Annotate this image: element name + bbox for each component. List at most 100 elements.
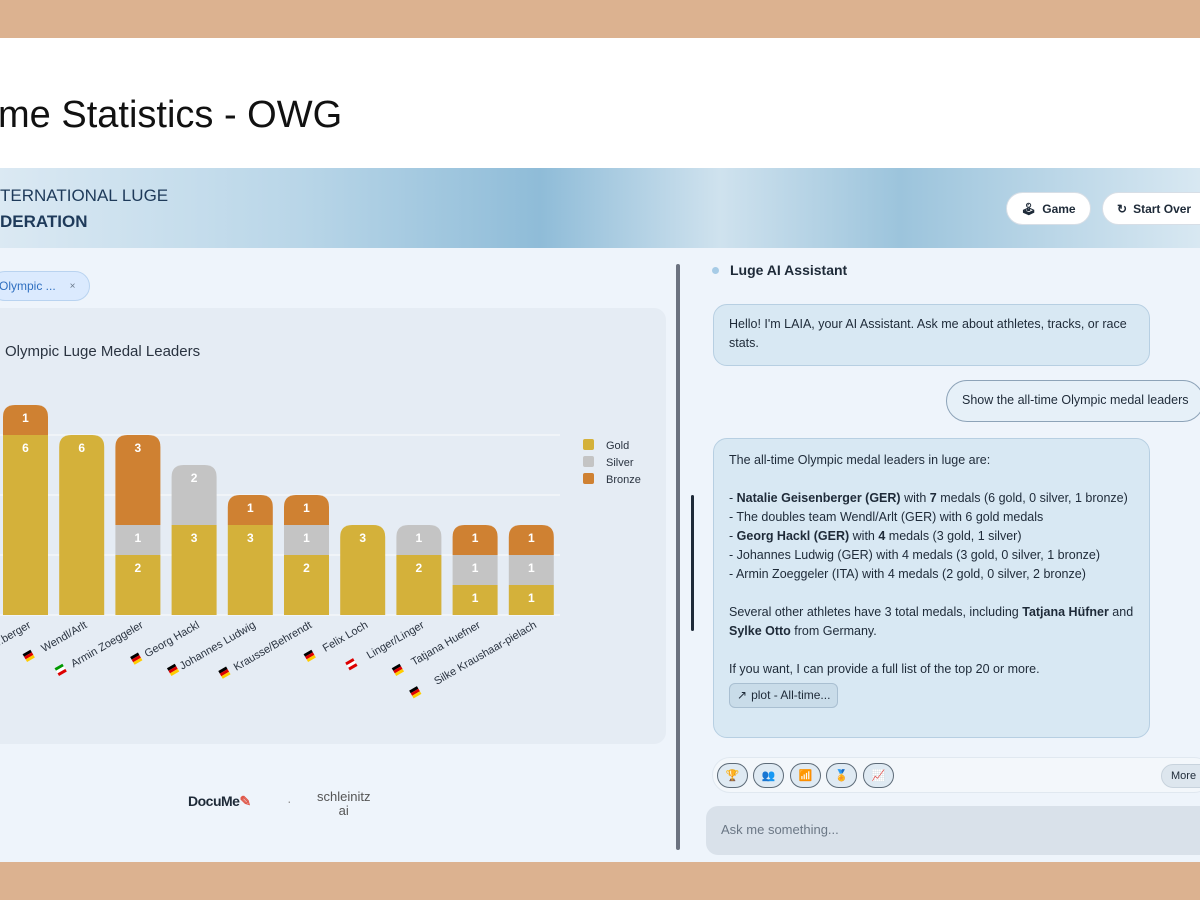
legend-label: Bronze xyxy=(606,474,641,486)
panel-resize-handle[interactable] xyxy=(676,264,680,850)
flag-icon xyxy=(22,649,32,657)
page-title: me Statistics - OWG xyxy=(0,94,343,136)
data-label: 1 xyxy=(135,531,142,545)
refresh-icon: ↻ xyxy=(1117,201,1128,216)
svg-text:Silke Kraushaar-pielach: Silke Kraushaar-pielach xyxy=(432,619,539,687)
medal-icon[interactable]: 🏅 xyxy=(826,763,857,788)
flag-icon xyxy=(345,658,355,666)
bar-gold xyxy=(115,555,161,615)
data-label: 6 xyxy=(22,441,29,455)
flag-icon xyxy=(166,663,177,671)
data-label: 1 xyxy=(472,531,479,545)
data-label: 1 xyxy=(22,411,29,425)
chat-input[interactable]: Ask me something... xyxy=(706,806,1200,855)
top-border xyxy=(0,0,1200,38)
data-label: 1 xyxy=(472,591,479,605)
flag-icon xyxy=(54,663,64,671)
legend-swatch xyxy=(583,456,594,467)
flag-icon xyxy=(391,663,402,671)
app: me Statistics - OWG TERNATIONAL LUGE DER… xyxy=(0,38,1200,862)
bar-gold xyxy=(171,525,217,615)
documel-logo: DocuMe✎ xyxy=(188,793,251,809)
flag-icon xyxy=(409,686,419,694)
data-label: 3 xyxy=(191,531,198,545)
bottom-border xyxy=(0,862,1200,900)
banner: TERNATIONAL LUGE DERATION 🕹 Game ↻ Start O… xyxy=(0,168,1200,248)
chat-scrollbar[interactable] xyxy=(691,495,694,631)
bar-silver xyxy=(284,525,329,555)
close-icon[interactable]: × xyxy=(69,280,76,292)
svg-text:Wendl/Arlt: Wendl/Arlt xyxy=(39,619,89,655)
bar-silver xyxy=(115,525,161,555)
data-label: 1 xyxy=(528,591,535,605)
filter-chip[interactable]: Olympic ... × xyxy=(0,271,90,301)
legend-swatch xyxy=(583,439,594,450)
bar-gold xyxy=(452,585,498,615)
bar-gold xyxy=(227,525,273,615)
data-label: 6 xyxy=(78,441,85,455)
bar-silver xyxy=(508,555,554,585)
data-label: 2 xyxy=(191,471,198,485)
start-over-button[interactable]: ↻ Start Over xyxy=(1102,192,1200,225)
bar-bronze xyxy=(452,525,498,555)
more-button[interactable]: More xyxy=(1161,764,1200,788)
bar-gold xyxy=(508,585,554,615)
joystick-icon: 🕹 xyxy=(1021,201,1037,216)
flag-icon xyxy=(394,668,405,676)
bar-silver xyxy=(396,525,442,555)
bar-chart-icon[interactable]: 📶 xyxy=(790,763,821,788)
data-label: 1 xyxy=(303,531,310,545)
data-label: 3 xyxy=(135,441,142,455)
bar-bronze xyxy=(508,525,554,555)
bar-silver xyxy=(171,465,217,525)
flag-icon xyxy=(169,668,180,676)
data-label: 3 xyxy=(247,531,254,545)
athletes-icon[interactable]: 👥 xyxy=(753,763,784,788)
data-label: 2 xyxy=(135,561,142,575)
bar-bronze xyxy=(115,435,161,525)
chat-title: Luge AI Assistant xyxy=(712,262,847,278)
flag-icon xyxy=(25,654,35,662)
flag-icon xyxy=(346,660,357,668)
bar-bronze xyxy=(3,405,48,435)
page-header: me Statistics - OWG xyxy=(0,38,1200,168)
status-dot xyxy=(712,267,719,274)
chart-title: Olympic Luge Medal Leaders xyxy=(5,343,201,360)
trophy-icon[interactable]: 🏆 xyxy=(717,763,748,788)
data-label: 2 xyxy=(303,561,310,575)
flag-icon xyxy=(133,657,143,665)
bar-silver xyxy=(452,555,498,585)
quick-actions-toolbar: 🏆 👥 📶 🏅 📈 More xyxy=(712,757,1200,793)
separator: · xyxy=(287,793,292,809)
data-label: 1 xyxy=(472,561,479,575)
flag-icon xyxy=(219,669,230,677)
bar-gold xyxy=(3,435,48,615)
flag-icon xyxy=(393,666,403,674)
flag-icon xyxy=(56,666,66,674)
bar-bronze xyxy=(227,495,273,525)
flag-icon xyxy=(131,655,141,663)
filter-chip-label: Olympic ... xyxy=(0,279,56,293)
bar-bronze xyxy=(284,495,329,525)
legend-label: Silver xyxy=(606,457,634,469)
bar-gold xyxy=(396,555,442,615)
org-name-line2: DERATION xyxy=(0,212,88,231)
flag-icon xyxy=(306,654,316,662)
svg-text:Felix Loch: Felix Loch xyxy=(321,619,370,654)
data-label: 1 xyxy=(247,501,254,515)
game-label: Game xyxy=(1042,201,1076,216)
line-chart-icon[interactable]: 📈 xyxy=(863,763,894,788)
user-message: Show the all-time Olympic medal leaders xyxy=(946,380,1200,422)
plot-link[interactable]: ↗ plot - All-time... xyxy=(729,683,839,708)
flag-icon xyxy=(24,652,34,660)
flag-icon xyxy=(412,691,422,699)
x-tick-label: Krausse/Behrendt xyxy=(218,619,314,679)
flag-icon xyxy=(57,668,67,676)
game-button[interactable]: 🕹 Game xyxy=(1006,192,1091,225)
schleinitz-logo: schleinitz ai xyxy=(317,789,371,818)
data-label: 1 xyxy=(416,531,423,545)
assistant-answer: The all-time Olympic medal leaders in lu… xyxy=(713,438,1150,738)
svg-text:...berger: ...berger xyxy=(0,619,33,650)
flag-icon xyxy=(130,652,140,660)
